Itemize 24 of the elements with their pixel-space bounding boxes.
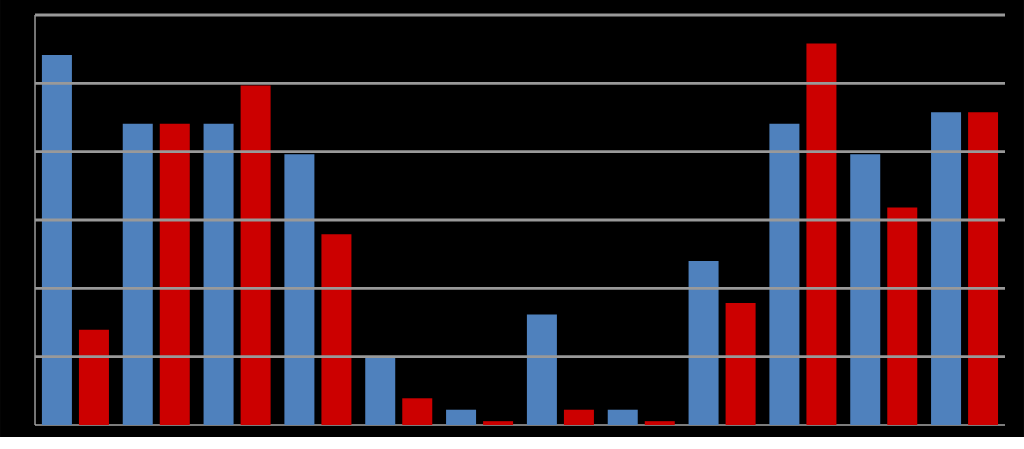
bar: [769, 123, 800, 425]
bar: [203, 123, 234, 425]
bar: [483, 421, 514, 425]
bar: [887, 207, 918, 425]
bar: [446, 409, 477, 425]
bar: [607, 409, 638, 425]
bar: [365, 356, 396, 425]
bar: [240, 85, 271, 425]
bar: [321, 234, 352, 425]
bar: [526, 314, 557, 425]
bar: [806, 43, 837, 425]
bar: [931, 112, 962, 425]
bar: [159, 123, 190, 425]
bar: [402, 398, 433, 425]
bar: [78, 329, 109, 425]
bar: [688, 260, 719, 425]
bar: [968, 112, 999, 425]
bar: [563, 409, 594, 425]
bar: [725, 302, 756, 425]
bar: [644, 421, 675, 425]
bar: [284, 154, 315, 425]
bar: [850, 154, 881, 425]
bar: [41, 54, 72, 425]
bar: [122, 123, 153, 425]
